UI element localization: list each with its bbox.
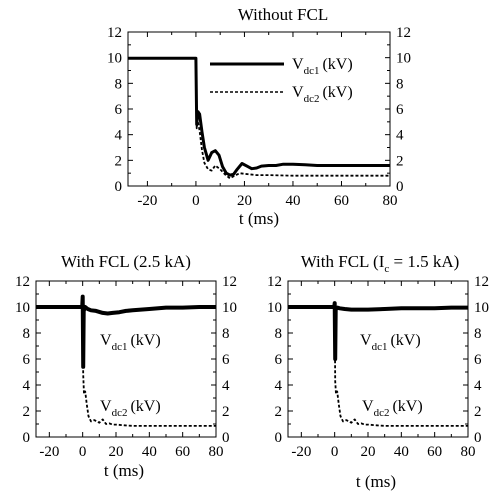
y-tick-label: 6 (23, 352, 31, 368)
chart-with-fcl-1-5ka: With FCL (Ic = 1.5 kA) -20 0 20 40 60 80 0246… (267, 252, 489, 491)
x-axis-label: t (ms) (239, 209, 279, 228)
x-tick-label: 80 (383, 193, 398, 209)
x-tick-label: 40 (285, 193, 300, 209)
y-tick-label-right: 2 (222, 404, 230, 420)
y-tick-label: 10 (267, 300, 282, 316)
x-tick-label: -20 (291, 444, 311, 460)
x-tick-label: 0 (79, 444, 87, 460)
y-tick-label: 4 (275, 378, 283, 394)
y-tick-label-right: 0 (222, 430, 230, 446)
label-vdc1: Vdc1 (kV) (100, 332, 161, 353)
series-line-vdc1 (128, 56, 390, 177)
series-group (36, 294, 216, 427)
chart-with-fcl-2-5ka: With FCL (2.5 kA) -20 0 20 40 60 80 024681012… (15, 252, 237, 480)
y-tick-label-right: 8 (396, 76, 404, 92)
x-tick-label: -20 (137, 193, 157, 209)
x-tick-label: 20 (237, 193, 252, 209)
y-tick-labels-left: 0 2 4 6 8 10 12 (15, 274, 31, 446)
legend-label-vdc2: Vdc2 (kV) (292, 84, 353, 105)
axis-ticks (128, 31, 391, 187)
y-tick-label: 10 (15, 300, 30, 316)
y-tick-label-right: 4 (396, 128, 404, 144)
x-tick-labels: -20 0 20 40 60 80 (39, 444, 223, 460)
x-tick-label: 60 (175, 444, 190, 460)
x-axis-label: t (ms) (356, 472, 396, 491)
y-tick-label-right: 8 (474, 326, 482, 342)
label-vdc2: Vdc2 (kV) (362, 398, 423, 419)
chart-title: With FCL (Ic = 1.5 kA) (301, 252, 460, 275)
series-line-vdc1 (36, 294, 216, 369)
y-tick-label: 2 (275, 404, 283, 420)
x-tick-label: 60 (427, 444, 442, 460)
legend-label-vdc1: Vdc1 (kV) (292, 56, 353, 77)
y-tick-labels-left: 0 2 4 6 8 10 12 (267, 274, 283, 446)
y-tick-label-right: 10 (396, 51, 411, 67)
y-tick-label: 10 (107, 51, 122, 67)
y-tick-label-right: 2 (396, 153, 404, 169)
x-tick-labels: -20 0 20 40 60 80 (137, 193, 397, 209)
y-tick-label: 8 (275, 326, 283, 342)
y-tick-label-right: 10 (222, 300, 237, 316)
y-tick-label: 12 (267, 274, 282, 290)
y-tick-labels-right: 0 2 4 6 8 10 12 (396, 25, 411, 195)
series-line-vdc2 (288, 306, 468, 427)
y-tick-label-right: 8 (222, 326, 230, 342)
series-group (128, 56, 390, 180)
y-tick-label: 4 (115, 128, 123, 144)
y-tick-label-right: 12 (222, 274, 237, 290)
y-tick-label-right: 0 (474, 430, 482, 446)
x-axis-label: t (ms) (104, 461, 144, 480)
legend: Vdc1 (kV) Vdc2 (kV) (210, 56, 353, 105)
y-tick-label: 8 (115, 76, 123, 92)
x-tick-label: 20 (361, 444, 376, 460)
y-tick-label-right: 0 (396, 179, 404, 195)
y-tick-label: 2 (23, 404, 31, 420)
y-tick-label-right: 12 (396, 25, 411, 41)
x-tick-label: 60 (334, 193, 349, 209)
y-tick-label: 0 (275, 430, 283, 446)
y-tick-label-right: 10 (474, 300, 489, 316)
y-tick-labels-left: 0 2 4 6 8 10 12 (107, 25, 123, 195)
chart-without-fcl: Without FCL -20 0 20 40 60 80 0 2 4 6 8 10 12 0 2 4 6 8… (107, 5, 411, 228)
x-tick-label: 20 (109, 444, 124, 460)
y-tick-label-right: 2 (474, 404, 482, 420)
y-tick-labels-right: 0 2 4 6 8 10 12 (474, 274, 489, 446)
series-line-vdc2 (128, 57, 390, 180)
x-tick-label: 80 (209, 444, 224, 460)
y-tick-labels-right: 0 2 4 6 8 10 12 (222, 274, 237, 446)
y-tick-label: 8 (23, 326, 31, 342)
x-tick-label: 0 (331, 444, 339, 460)
x-tick-label: 80 (461, 444, 476, 460)
y-tick-label-right: 6 (474, 352, 482, 368)
y-tick-label: 0 (115, 179, 123, 195)
series-line-vdc1 (288, 301, 468, 361)
y-tick-label: 2 (115, 153, 123, 169)
y-tick-label: 6 (275, 352, 283, 368)
series-line-vdc2 (36, 306, 216, 427)
axis-ticks (36, 280, 217, 438)
y-tick-label-right: 4 (222, 378, 230, 394)
y-tick-label: 0 (23, 430, 31, 446)
y-tick-label: 4 (23, 378, 31, 394)
label-vdc2: Vdc2 (kV) (100, 398, 161, 419)
x-tick-labels: -20 0 20 40 60 80 (291, 444, 475, 460)
series-group (288, 301, 468, 427)
y-tick-label: 12 (107, 25, 122, 41)
y-tick-label-right: 6 (222, 352, 230, 368)
y-tick-label: 12 (15, 274, 30, 290)
y-tick-label-right: 6 (396, 102, 404, 118)
label-vdc1: Vdc1 (kV) (360, 332, 421, 353)
y-tick-label-right: 12 (474, 274, 489, 290)
y-tick-label: 6 (115, 102, 123, 118)
x-tick-label: 0 (192, 193, 200, 209)
y-tick-label-right: 4 (474, 378, 482, 394)
chart-title: Without FCL (238, 5, 328, 24)
x-tick-label: 40 (142, 444, 157, 460)
x-tick-label: -20 (39, 444, 59, 460)
chart-title: With FCL (2.5 kA) (61, 252, 191, 271)
x-tick-label: 40 (394, 444, 409, 460)
